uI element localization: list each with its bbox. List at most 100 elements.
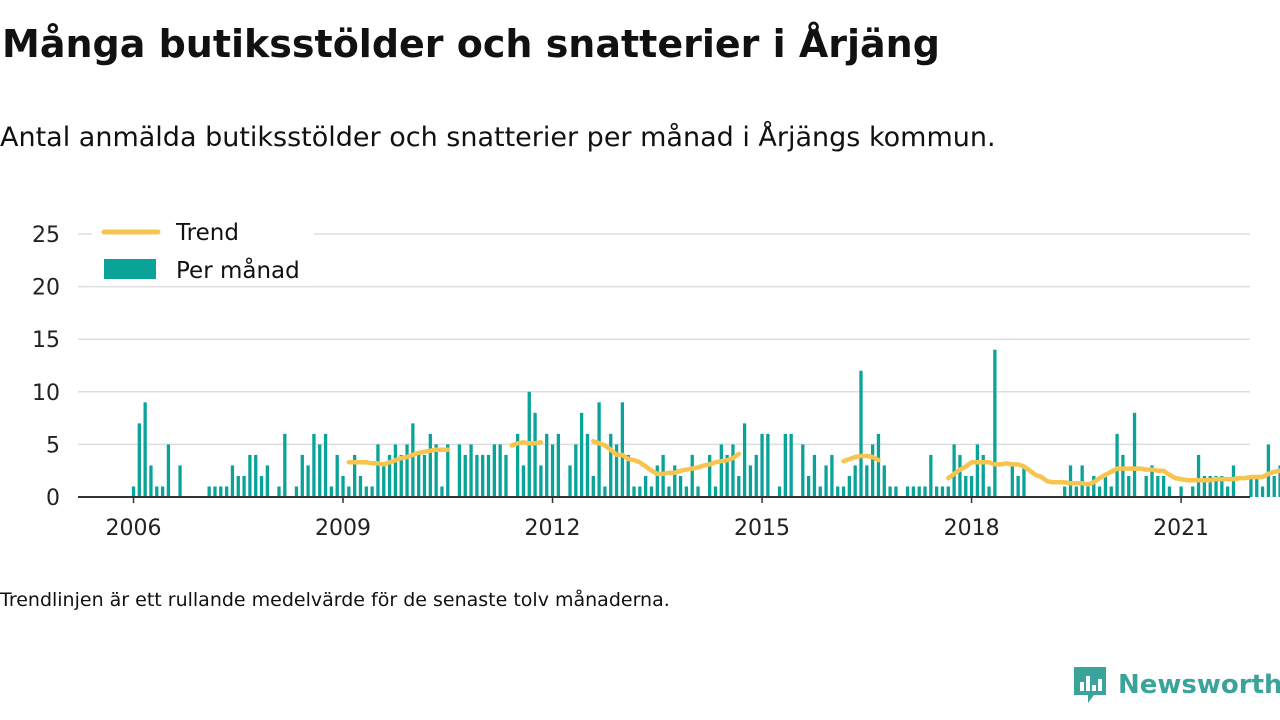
bar (585, 433, 590, 497)
bar (975, 444, 980, 497)
bar (160, 486, 165, 497)
bar (626, 454, 630, 497)
bar (481, 454, 485, 497)
bar (230, 465, 235, 497)
bar (644, 475, 648, 497)
bar (894, 486, 898, 497)
bar (760, 433, 764, 497)
chart-footnote: Trendlinjen är ett rullande medelvärde f… (0, 589, 670, 611)
bar (940, 486, 945, 497)
x-tick-label: 2018 (944, 516, 1000, 541)
axes: 2006200920122015201820212024 (78, 496, 1250, 541)
bar (259, 475, 264, 497)
legend: Trend Per månad (92, 212, 314, 286)
bar (1266, 444, 1271, 497)
bar (1010, 465, 1014, 497)
bar (318, 444, 322, 497)
bar (929, 454, 933, 497)
bar (812, 454, 817, 497)
bar (556, 433, 561, 497)
brand: Newsworthy (1072, 664, 1280, 706)
bar (399, 454, 403, 497)
newsworthy-logo-icon (1074, 667, 1106, 703)
y-tick-label: 25 (32, 223, 60, 248)
bar (725, 454, 729, 497)
legend-swatch-per-manad (104, 259, 156, 279)
bar (463, 454, 467, 497)
bar (876, 433, 881, 497)
bar (708, 454, 712, 497)
bar (341, 475, 345, 497)
bar (964, 475, 968, 497)
bar (1220, 475, 1224, 497)
bar (539, 465, 543, 497)
bar (358, 475, 363, 497)
bar (783, 433, 787, 497)
bar (777, 486, 782, 497)
bar (550, 444, 555, 497)
bar (655, 465, 659, 497)
bar (1092, 475, 1096, 497)
bar (597, 402, 601, 497)
bar (545, 433, 549, 497)
bar (1214, 475, 1218, 497)
bar (166, 444, 171, 497)
bar (213, 486, 217, 497)
bar (347, 486, 351, 497)
bar (678, 475, 683, 497)
bar (1097, 486, 1102, 497)
bar (713, 486, 718, 497)
bar (923, 486, 927, 497)
bar (609, 433, 613, 497)
bar (376, 444, 380, 497)
bar (742, 423, 747, 497)
bar (737, 475, 741, 497)
bar (1278, 465, 1280, 497)
bar (690, 454, 694, 497)
bar (1150, 465, 1154, 497)
y-tick-label: 10 (32, 381, 60, 406)
bar (1249, 475, 1253, 497)
bar (841, 486, 846, 497)
x-tick-label: 2009 (315, 516, 371, 541)
bar (306, 465, 310, 497)
bar (614, 444, 619, 497)
bar (806, 475, 811, 497)
bar (836, 486, 840, 497)
bar (265, 465, 270, 497)
bar (917, 486, 921, 497)
bar (382, 465, 386, 497)
bar (469, 444, 473, 497)
bar (236, 475, 240, 497)
bar (684, 486, 689, 497)
bar (935, 486, 939, 497)
bar (504, 454, 508, 497)
bar (515, 433, 520, 497)
bar (748, 465, 753, 497)
bar (329, 486, 334, 497)
x-tick-label: 2012 (525, 516, 581, 541)
bar (312, 433, 316, 497)
bar (1063, 486, 1067, 497)
bar (946, 486, 950, 497)
bar (1208, 475, 1212, 497)
bar (667, 486, 671, 497)
y-tick-label: 0 (46, 486, 60, 511)
bar (801, 444, 805, 497)
bar (353, 454, 357, 497)
bar (254, 454, 258, 497)
bar (958, 454, 962, 497)
bar (1161, 475, 1166, 497)
bar (411, 423, 415, 497)
bar (283, 433, 287, 497)
bar (387, 454, 392, 497)
bar (1167, 486, 1172, 497)
trend-line (946, 460, 1280, 487)
bar (673, 465, 677, 497)
bar (1074, 486, 1078, 497)
bar (1179, 486, 1183, 497)
bar (137, 423, 141, 497)
bar (1115, 433, 1119, 497)
bar (579, 412, 584, 497)
bar (632, 486, 636, 497)
